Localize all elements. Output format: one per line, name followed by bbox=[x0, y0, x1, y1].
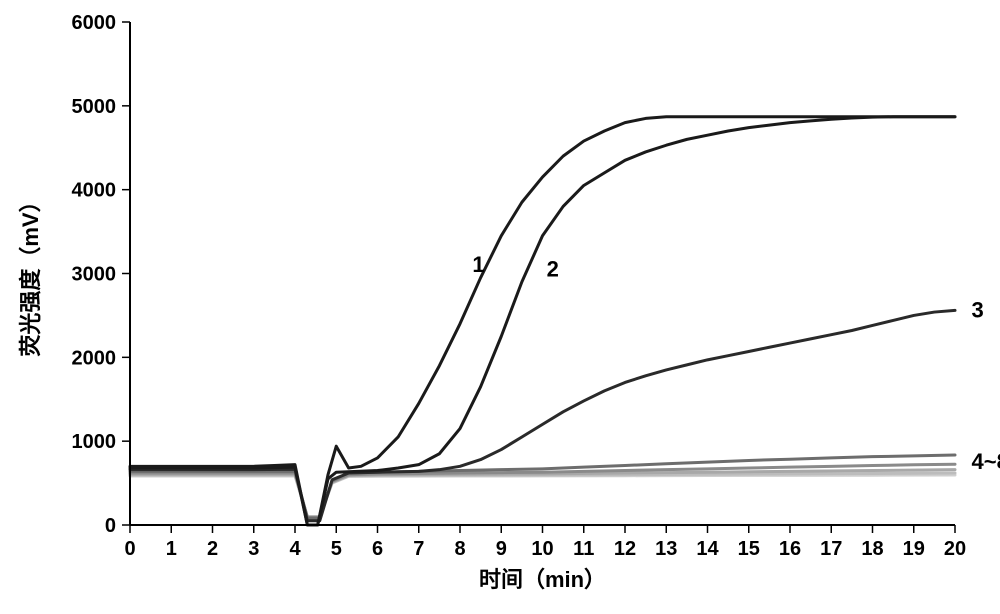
y-tick-label: 2000 bbox=[72, 347, 117, 369]
y-axis-title: 荧光强度（mV） bbox=[18, 190, 43, 356]
x-tick-label: 8 bbox=[454, 538, 465, 560]
x-axis-title: 时间（min） bbox=[479, 567, 606, 592]
x-tick-label: 19 bbox=[903, 538, 925, 560]
line-chart: 0123456789101112131415161718192001000200… bbox=[0, 0, 1000, 614]
x-tick-label: 17 bbox=[820, 538, 842, 560]
x-tick-label: 2 bbox=[207, 538, 218, 560]
y-tick-label: 5000 bbox=[72, 96, 117, 118]
series-label-3: 3 bbox=[972, 297, 984, 322]
x-tick-label: 13 bbox=[655, 538, 677, 560]
x-tick-label: 11 bbox=[573, 538, 594, 560]
chart-container: 0123456789101112131415161718192001000200… bbox=[0, 0, 1000, 614]
series-label-1: 1 bbox=[472, 252, 484, 277]
x-tick-label: 7 bbox=[413, 538, 424, 560]
x-tick-label: 5 bbox=[331, 538, 342, 560]
y-tick-label: 4000 bbox=[72, 180, 117, 202]
y-tick-label: 6000 bbox=[72, 12, 117, 34]
x-tick-label: 6 bbox=[372, 538, 383, 560]
x-tick-label: 0 bbox=[124, 538, 135, 560]
x-tick-label: 1 bbox=[166, 538, 177, 560]
x-tick-label: 4 bbox=[289, 538, 301, 560]
y-tick-label: 1000 bbox=[72, 431, 117, 453]
chart-bg bbox=[0, 0, 1000, 614]
x-tick-label: 14 bbox=[696, 538, 719, 560]
series-label-4~8: 4~8 bbox=[972, 449, 1000, 474]
x-tick-label: 12 bbox=[614, 538, 636, 560]
x-tick-label: 18 bbox=[861, 538, 883, 560]
x-tick-label: 10 bbox=[531, 538, 553, 560]
x-tick-label: 9 bbox=[496, 538, 507, 560]
x-tick-label: 3 bbox=[248, 538, 259, 560]
x-tick-label: 16 bbox=[779, 538, 801, 560]
series-label-2: 2 bbox=[547, 256, 559, 281]
y-tick-label: 3000 bbox=[72, 264, 117, 286]
y-tick-label: 0 bbox=[105, 515, 116, 537]
x-tick-label: 15 bbox=[738, 538, 760, 560]
x-tick-label: 20 bbox=[944, 538, 966, 560]
